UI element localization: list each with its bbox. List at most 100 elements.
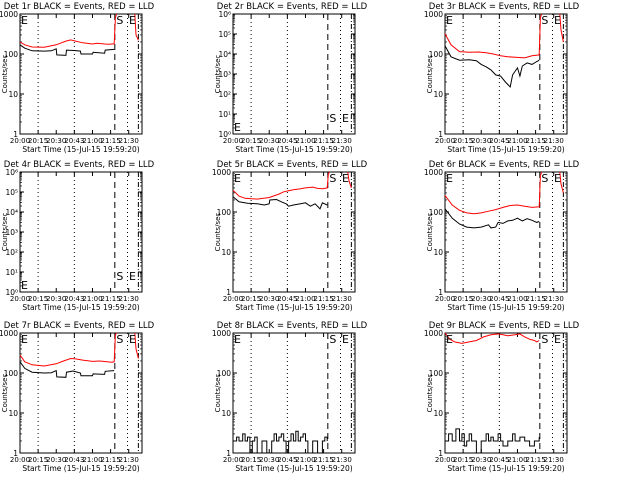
series-line-2 bbox=[19, 44, 115, 56]
chart-panel-2: Det 2r BLACK = Events, RED = LLD 10⁰ 10¹ 10… bbox=[214, 2, 368, 154]
chart-title: Det 1r BLACK = Events, RED = LLD bbox=[4, 2, 155, 12]
series-line-2 bbox=[444, 45, 540, 89]
series-line-2 bbox=[445, 428, 540, 454]
chart-panel-9: Det 9r BLACK = Events, RED = LLD 1 10 100 10… bbox=[424, 321, 580, 473]
marker-s: S bbox=[541, 172, 548, 185]
chart-title: Det 5r BLACK = Events, RED = LLD bbox=[217, 160, 368, 170]
y-tick-label: 10⁴ bbox=[5, 208, 18, 217]
y-tick-label: 10 bbox=[8, 90, 18, 99]
x-tick-label: 20:15 bbox=[453, 295, 473, 303]
marker-e: E bbox=[342, 333, 349, 346]
series-line-3 bbox=[347, 171, 352, 189]
x-tick-label: 20:45 bbox=[489, 137, 509, 145]
series-line-2 bbox=[444, 208, 540, 229]
chart-panel-8: Det 8r BLACK = Events, RED = LLD 1 10 100 10… bbox=[212, 321, 368, 473]
series-line-3 bbox=[559, 171, 564, 194]
y-tick-label: 10⁴ bbox=[218, 50, 231, 59]
marker-s: S bbox=[116, 270, 123, 283]
x-tick-label: 21:00 bbox=[295, 137, 315, 145]
x-tick-label: 21:15 bbox=[314, 137, 334, 145]
marker-s: S bbox=[329, 333, 336, 346]
x-tick-label: 20:00 bbox=[435, 137, 455, 145]
chart-title: Det 3r BLACK = Events, RED = LLD bbox=[429, 2, 580, 12]
marker-e: E bbox=[446, 333, 453, 346]
x-tick-label: 20:30 bbox=[259, 137, 279, 145]
x-tick-label: 20:30 bbox=[471, 295, 491, 303]
x-tick-label: 21:00 bbox=[507, 456, 527, 464]
y-tick-label: 100 bbox=[429, 369, 444, 378]
x-axis-label: Start Time (15-Jul-15 19:59:20) bbox=[235, 464, 352, 473]
y-tick-label: 1 bbox=[13, 449, 18, 458]
x-tick-label: 21:30 bbox=[332, 137, 352, 145]
x-tick-label: 20:30 bbox=[46, 456, 66, 464]
x-axis-label: Start Time (15-Jul-15 19:59:20) bbox=[22, 145, 139, 154]
y-tick-label: 1000 bbox=[0, 10, 18, 19]
y-tick-label: 1000 bbox=[0, 329, 18, 338]
marker-e: E bbox=[446, 172, 453, 185]
y-tick-label: 10⁰ bbox=[5, 288, 18, 297]
x-tick-label: 20:15 bbox=[241, 137, 261, 145]
marker-e: E bbox=[554, 333, 561, 346]
x-axis-label: Start Time (15-Jul-15 19:59:20) bbox=[22, 464, 139, 473]
x-tick-label: 20:15 bbox=[453, 137, 473, 145]
x-tick-label: 20:00 bbox=[435, 295, 455, 303]
x-tick-label: 20:30 bbox=[259, 295, 279, 303]
y-axis-label: Counts/sec bbox=[1, 374, 9, 413]
x-tick-label: 21:15 bbox=[314, 295, 334, 303]
y-axis-label: Counts/sec bbox=[426, 55, 434, 94]
x-tick-label: 20:00 bbox=[435, 456, 455, 464]
x-tick-label: 20:15 bbox=[241, 456, 261, 464]
x-axis-label: Start Time (15-Jul-15 19:59:20) bbox=[22, 303, 139, 312]
x-axis-label: Start Time (15-Jul-15 19:59:20) bbox=[447, 145, 564, 154]
plot-frame bbox=[444, 332, 568, 454]
marker-e: E bbox=[129, 333, 136, 346]
chart-title: Det 7r BLACK = Events, RED = LLD bbox=[4, 321, 155, 331]
x-tick-label: 21:00 bbox=[507, 295, 527, 303]
y-tick-label: 1 bbox=[438, 449, 443, 458]
y-tick-label: 100 bbox=[429, 50, 444, 59]
y-tick-label: 1 bbox=[226, 288, 231, 297]
y-tick-label: 100 bbox=[217, 369, 232, 378]
x-tick-label: 20:30 bbox=[46, 295, 66, 303]
y-tick-label: 10² bbox=[5, 248, 18, 257]
x-tick-label: 21:30 bbox=[544, 456, 564, 464]
y-tick-label: 10⁵ bbox=[5, 188, 18, 197]
y-tick-label: 10¹ bbox=[5, 268, 18, 277]
x-tick-label: 20:43 bbox=[64, 456, 84, 464]
x-tick-label: 21:15 bbox=[526, 456, 546, 464]
x-tick-label: 21:15 bbox=[101, 295, 121, 303]
x-tick-label: 20:30 bbox=[471, 137, 491, 145]
x-tick-label: 20:15 bbox=[28, 295, 48, 303]
x-tick-label: 20:45 bbox=[489, 295, 509, 303]
y-tick-label: 1 bbox=[438, 130, 443, 139]
y-tick-label: 1000 bbox=[424, 10, 443, 19]
chart-title: Det 8r BLACK = Events, RED = LLD bbox=[217, 321, 368, 331]
x-tick-label: 20:15 bbox=[453, 456, 473, 464]
x-tick-label: 21:30 bbox=[332, 456, 352, 464]
x-tick-label: 20:15 bbox=[241, 295, 261, 303]
marker-e: E bbox=[342, 112, 349, 125]
series-line-1 bbox=[233, 430, 328, 454]
x-axis-label: Start Time (15-Jul-15 19:59:20) bbox=[447, 464, 564, 473]
x-axis-label: Start Time (15-Jul-15 19:59:20) bbox=[235, 303, 352, 312]
plot-frame bbox=[232, 332, 356, 454]
series-line-3 bbox=[134, 13, 139, 41]
y-tick-label: 100 bbox=[4, 369, 19, 378]
chart-panel-1: Det 1r BLACK = Events, RED = LLD 1 10 100 10… bbox=[0, 2, 155, 154]
series-line-3 bbox=[134, 332, 139, 359]
chart-panel-6: Det 6r BLACK = Events, RED = LLD 1 10 100 10… bbox=[424, 160, 580, 312]
chart-title: Det 4r BLACK = Events, RED = LLD bbox=[4, 160, 155, 170]
chart-panel-3: Det 3r BLACK = Events, RED = LLD 1 10 100 10… bbox=[424, 2, 580, 154]
x-tick-label: 20:00 bbox=[10, 137, 30, 145]
marker-e: E bbox=[342, 172, 349, 185]
y-tick-label: 10 bbox=[433, 90, 443, 99]
x-tick-label: 20:45 bbox=[277, 295, 297, 303]
y-tick-label: 1 bbox=[13, 130, 18, 139]
x-tick-label: 20:30 bbox=[471, 456, 491, 464]
x-tick-label: 20:00 bbox=[223, 137, 243, 145]
x-tick-label: 20:45 bbox=[277, 137, 297, 145]
y-tick-label: 10 bbox=[433, 409, 443, 418]
x-tick-label: 21:15 bbox=[314, 456, 334, 464]
marker-s: S bbox=[329, 112, 336, 125]
